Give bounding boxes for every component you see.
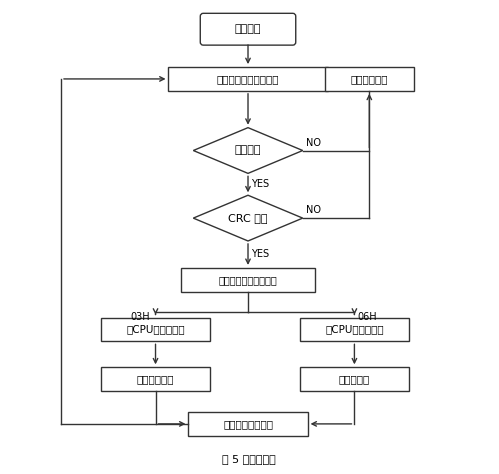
Text: 接收信息并获取首字符: 接收信息并获取首字符 bbox=[217, 74, 279, 84]
Bar bbox=[169, 67, 327, 91]
Bar bbox=[300, 318, 409, 341]
Bar bbox=[181, 268, 315, 292]
Text: NO: NO bbox=[306, 137, 321, 147]
Text: NO: NO bbox=[306, 205, 321, 215]
Bar bbox=[101, 318, 210, 341]
Text: 原信息上传: 原信息上传 bbox=[339, 374, 370, 384]
Text: 打开串口: 打开串口 bbox=[235, 24, 261, 34]
Text: 是本站否: 是本站否 bbox=[235, 146, 261, 155]
Polygon shape bbox=[193, 195, 303, 241]
Text: 图 5 程序流程图: 图 5 程序流程图 bbox=[222, 454, 276, 464]
Text: YES: YES bbox=[251, 249, 269, 259]
Text: 信息打包上传: 信息打包上传 bbox=[137, 374, 174, 384]
Text: 与CPU进行读通信: 与CPU进行读通信 bbox=[126, 325, 185, 335]
Bar bbox=[101, 367, 210, 391]
FancyBboxPatch shape bbox=[200, 13, 296, 45]
Text: 清接收缓冲区: 清接收缓冲区 bbox=[351, 74, 388, 84]
Text: 03H: 03H bbox=[131, 311, 150, 321]
Text: 06H: 06H bbox=[357, 311, 377, 321]
Text: 清接收发送缓冲区: 清接收发送缓冲区 bbox=[223, 419, 273, 429]
Polygon shape bbox=[193, 128, 303, 173]
Text: YES: YES bbox=[251, 179, 269, 189]
Bar bbox=[300, 367, 409, 391]
Text: 与CPU进行写通信: 与CPU进行写通信 bbox=[325, 325, 384, 335]
Bar bbox=[324, 67, 414, 91]
Text: 读起始地址判断功能码: 读起始地址判断功能码 bbox=[219, 275, 277, 285]
Bar bbox=[188, 412, 308, 436]
Text: CRC 校验: CRC 校验 bbox=[228, 213, 268, 223]
